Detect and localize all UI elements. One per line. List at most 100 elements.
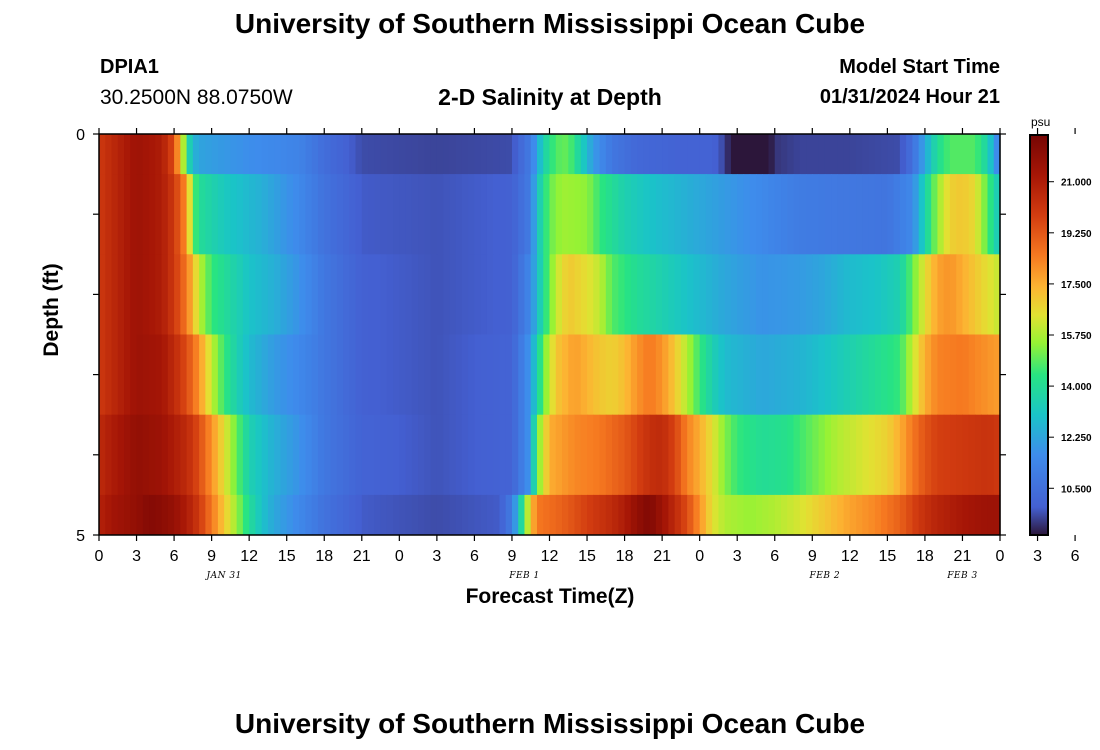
heatmap-cell xyxy=(587,254,594,335)
heatmap-cell xyxy=(812,494,820,536)
heatmap-cell xyxy=(411,254,419,335)
heatmap-cell xyxy=(562,414,569,496)
heatmap-cell xyxy=(530,174,538,255)
heatmap-cell xyxy=(968,134,976,175)
heatmap-cell xyxy=(649,334,657,416)
heatmap-cell xyxy=(211,414,219,496)
heatmap-cell xyxy=(411,134,419,175)
heatmap-cell xyxy=(330,414,338,496)
heatmap-cell xyxy=(812,414,820,496)
heatmap-cell xyxy=(943,134,951,175)
heatmap-cell xyxy=(868,254,876,335)
heatmap-cell xyxy=(355,174,363,255)
heatmap-cell xyxy=(812,174,820,255)
heatmap-cell xyxy=(261,334,269,416)
heatmap-cell xyxy=(793,414,801,496)
heatmap-cell xyxy=(480,414,488,496)
heatmap-cell xyxy=(249,414,257,496)
heatmap-cell xyxy=(461,334,469,416)
heatmap-cell xyxy=(655,334,663,416)
heatmap-cell xyxy=(599,494,607,536)
heatmap-cell xyxy=(574,414,582,496)
heatmap-cell xyxy=(393,254,400,335)
heatmap-cell xyxy=(749,414,757,496)
heatmap-cell xyxy=(699,494,707,536)
heatmap-cell xyxy=(249,254,257,335)
heatmap-cell xyxy=(793,334,801,416)
colorbar-label: 19.250 xyxy=(1061,229,1092,240)
heatmap-cell xyxy=(374,414,382,496)
heatmap-cell xyxy=(924,334,932,416)
heatmap-cell xyxy=(968,334,976,416)
heatmap-cell xyxy=(899,254,907,335)
heatmap-cell xyxy=(443,494,450,536)
heatmap-cell xyxy=(574,134,582,175)
heatmap-cell xyxy=(180,494,188,536)
heatmap-cell xyxy=(317,414,325,496)
heatmap-cell xyxy=(856,334,863,416)
heatmap-cell xyxy=(737,254,745,335)
heatmap-cell xyxy=(949,174,957,255)
heatmap-cell xyxy=(993,494,1001,536)
heatmap-cell xyxy=(574,494,582,536)
heatmap-cell xyxy=(111,174,119,255)
heatmap-cell xyxy=(242,254,250,335)
heatmap-cell xyxy=(781,134,788,175)
heatmap-cell xyxy=(167,494,175,536)
heatmap-cell xyxy=(543,494,551,536)
heatmap-cell xyxy=(511,494,519,536)
heatmap-cell xyxy=(274,334,282,416)
heatmap-cell xyxy=(749,254,757,335)
heatmap-cell xyxy=(762,254,770,335)
heatmap-cell xyxy=(267,174,275,255)
heatmap-cell xyxy=(130,134,138,175)
heatmap-cell xyxy=(474,134,482,175)
heatmap-cell xyxy=(993,414,1001,496)
heatmap-cell xyxy=(149,174,156,255)
heatmap-cell xyxy=(718,414,726,496)
heatmap-cell xyxy=(411,414,419,496)
heatmap-cell xyxy=(386,414,394,496)
heatmap-cell xyxy=(274,174,282,255)
heatmap-cell xyxy=(180,254,188,335)
heatmap-cell xyxy=(705,174,713,255)
heatmap-cell xyxy=(605,174,613,255)
heatmap-cell xyxy=(493,414,501,496)
heatmap-cell xyxy=(674,134,682,175)
heatmap-cell xyxy=(136,174,144,255)
heatmap-cell xyxy=(931,334,939,416)
heatmap-cell xyxy=(224,174,231,255)
heatmap-cell xyxy=(124,334,131,416)
heatmap-cell xyxy=(862,174,870,255)
x-tick-label: 9 xyxy=(508,548,517,565)
heatmap-cell xyxy=(524,134,532,175)
heatmap-cell xyxy=(624,134,632,175)
heatmap-cell xyxy=(831,174,838,255)
y-tick-label: 0 xyxy=(76,127,85,144)
heatmap-cell xyxy=(524,334,532,416)
heatmap-cell xyxy=(787,174,795,255)
heatmap-cell xyxy=(599,334,607,416)
heatmap-cell xyxy=(662,134,669,175)
heatmap-cell xyxy=(336,174,344,255)
heatmap-cell xyxy=(987,334,995,416)
heatmap-cell xyxy=(511,414,519,496)
heatmap-cell xyxy=(286,494,294,536)
heatmap-cell xyxy=(643,134,651,175)
heatmap-cell xyxy=(418,134,425,175)
heatmap-cell xyxy=(637,254,644,335)
heatmap-cell xyxy=(192,134,200,175)
heatmap-cell xyxy=(937,134,945,175)
heatmap-cell xyxy=(574,174,582,255)
heatmap-cell xyxy=(186,134,194,175)
heatmap-cell xyxy=(330,174,338,255)
heatmap-cell xyxy=(799,174,807,255)
heatmap-cell xyxy=(368,254,375,335)
heatmap-cell xyxy=(186,334,194,416)
heatmap-cell xyxy=(781,174,788,255)
heatmap-cell xyxy=(468,414,476,496)
heatmap-cell xyxy=(818,334,826,416)
heatmap-cell xyxy=(192,174,200,255)
heatmap-cell xyxy=(549,334,557,416)
heatmap-cell xyxy=(924,254,932,335)
